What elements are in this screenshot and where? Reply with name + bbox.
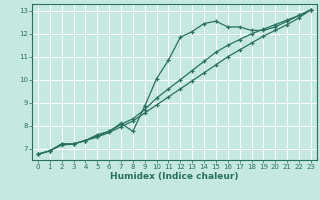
X-axis label: Humidex (Indice chaleur): Humidex (Indice chaleur) [110, 172, 239, 181]
